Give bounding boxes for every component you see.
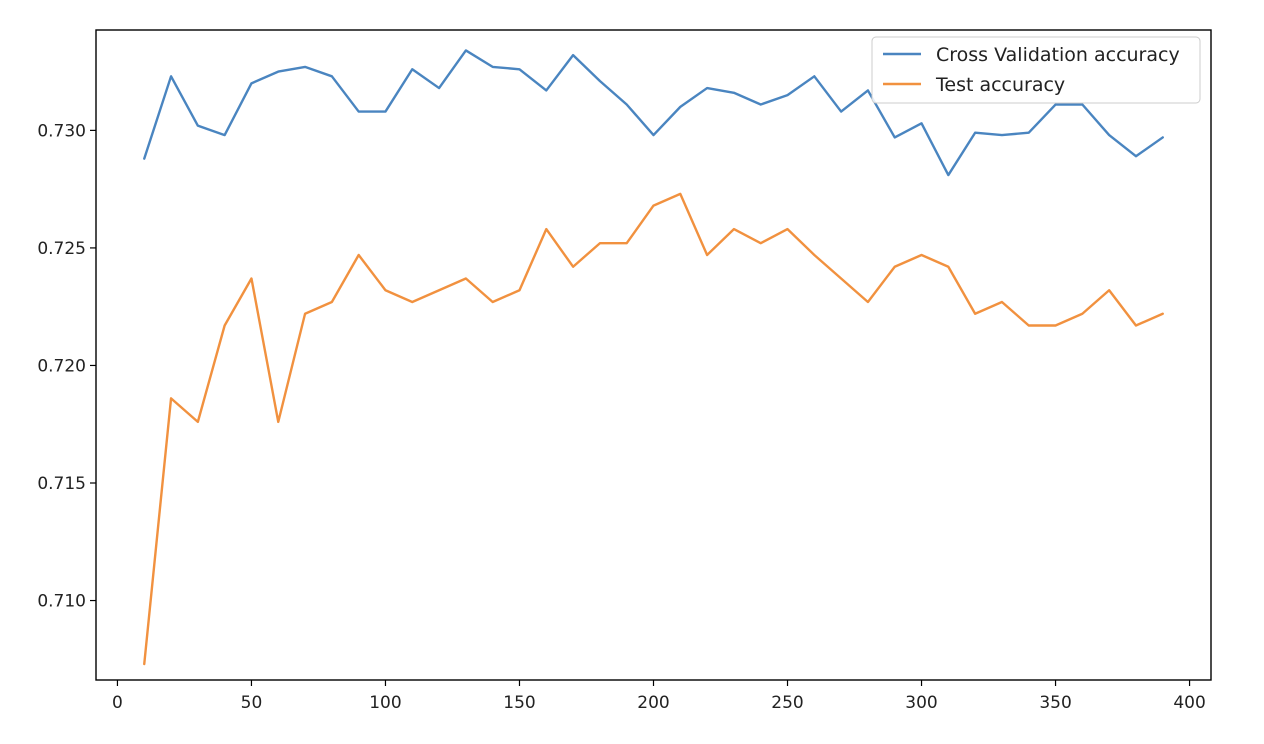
y-tick-label: 0.720: [37, 356, 86, 376]
legend-label-cross-validation: Cross Validation accuracy: [936, 44, 1180, 66]
x-tick-label: 200: [637, 693, 669, 713]
y-axis: 0.710 0.715 0.720 0.725 0.730: [37, 121, 96, 612]
y-tick-label: 0.730: [37, 121, 86, 141]
x-tick-label: 300: [905, 693, 937, 713]
x-tick-label: 400: [1173, 693, 1205, 713]
y-tick-label: 0.710: [37, 592, 86, 612]
legend-box: [871, 36, 1201, 104]
x-axis: 0 50 100 150 200 250 300 350 400: [112, 680, 1206, 713]
series-layer: [143, 49, 1164, 666]
legend: Cross Validation accuracy Test accuracy: [871, 36, 1201, 104]
legend-label-test: Test accuracy: [935, 74, 1065, 96]
series-line-1: [143, 192, 1164, 666]
x-tick-label: 250: [771, 693, 803, 713]
x-tick-label: 0: [112, 693, 123, 713]
x-tick-label: 150: [503, 693, 535, 713]
y-tick-label: 0.725: [37, 239, 86, 259]
x-tick-label: 100: [369, 693, 401, 713]
plot-area: [96, 30, 1211, 680]
y-tick-label: 0.715: [37, 474, 86, 494]
x-tick-label: 50: [241, 693, 263, 713]
series-line-0: [143, 49, 1164, 177]
x-tick-label: 350: [1039, 693, 1071, 713]
